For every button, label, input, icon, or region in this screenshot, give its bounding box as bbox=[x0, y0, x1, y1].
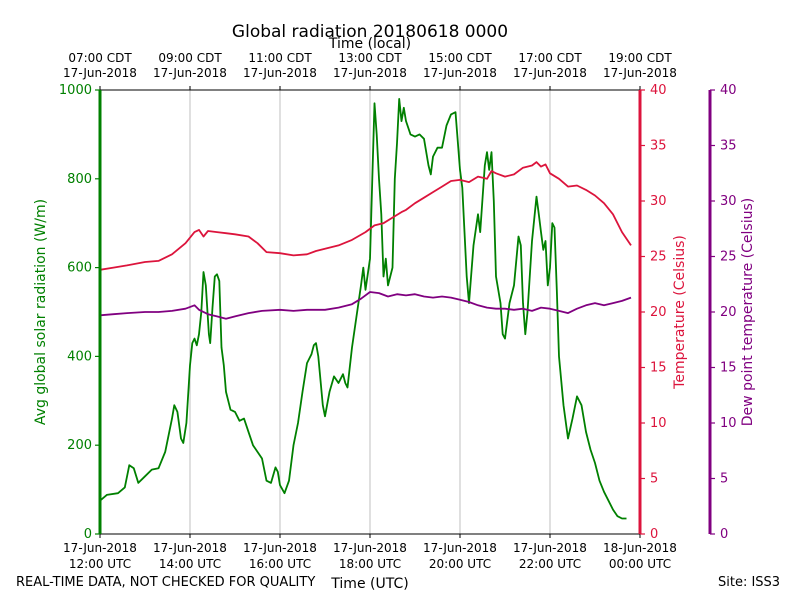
right-tick-label: 40 bbox=[650, 83, 667, 98]
bottom-tick-time: 12:00 UTC bbox=[69, 557, 131, 571]
top-axis-label: Time (local) bbox=[328, 36, 411, 52]
dewpoint-tick-label: 35 bbox=[720, 139, 737, 154]
top-tick-date: 17-Jun-2018 bbox=[243, 66, 317, 80]
right-tick-label: 25 bbox=[650, 250, 667, 265]
series-line-left bbox=[99, 98, 627, 520]
bottom-tick-date: 17-Jun-2018 bbox=[513, 541, 587, 555]
disclaimer-text: REAL-TIME DATA, NOT CHECKED FOR QUALITY bbox=[16, 575, 316, 590]
bottom-tick-time: 00:00 UTC bbox=[609, 557, 671, 571]
right-tick-label: 20 bbox=[650, 305, 667, 320]
top-tick-time: 11:00 CDT bbox=[248, 51, 312, 65]
top-tick-date: 17-Jun-2018 bbox=[603, 66, 677, 80]
dewpoint-axis-label: Dew point temperature (Celsius) bbox=[740, 198, 756, 426]
right-axis-label: Temperature (Celsius) bbox=[672, 235, 688, 390]
right-tick-label: 0 bbox=[650, 527, 658, 542]
left-tick-label: 600 bbox=[67, 261, 92, 276]
dewpoint-tick-label: 30 bbox=[720, 194, 737, 209]
top-tick-date: 17-Jun-2018 bbox=[513, 66, 587, 80]
site-label: Site: ISS3 bbox=[718, 575, 781, 590]
bottom-tick-date: 17-Jun-2018 bbox=[63, 541, 137, 555]
top-tick-time: 09:00 CDT bbox=[158, 51, 222, 65]
bottom-tick-time: 20:00 UTC bbox=[429, 557, 491, 571]
right-tick-label: 5 bbox=[650, 472, 658, 487]
bottom-tick-time: 18:00 UTC bbox=[339, 557, 401, 571]
bottom-tick-time: 14:00 UTC bbox=[159, 557, 221, 571]
dewpoint-tick-label: 40 bbox=[720, 83, 737, 98]
top-tick-time: 07:00 CDT bbox=[68, 51, 132, 65]
top-tick-time: 19:00 CDT bbox=[608, 51, 672, 65]
dewpoint-tick-label: 0 bbox=[720, 527, 728, 542]
top-tick-time: 17:00 CDT bbox=[518, 51, 582, 65]
right-tick-label: 30 bbox=[650, 194, 667, 209]
chart-title: Global radiation 20180618 0000 bbox=[232, 22, 508, 42]
left-tick-label: 800 bbox=[67, 172, 92, 187]
series-line-right bbox=[99, 161, 632, 271]
dewpoint-tick-label: 10 bbox=[720, 416, 737, 431]
left-tick-label: 200 bbox=[67, 438, 92, 453]
bottom-tick-time: 16:00 UTC bbox=[249, 557, 311, 571]
top-tick-date: 17-Jun-2018 bbox=[153, 66, 227, 80]
series-line-right2 bbox=[99, 291, 632, 320]
vertical-gridlines bbox=[189, 90, 551, 534]
right-tick-label: 10 bbox=[650, 416, 667, 431]
left-axis-label: Avg global solar radiation (W/m) bbox=[33, 199, 49, 425]
bottom-tick-date: 17-Jun-2018 bbox=[153, 541, 227, 555]
dewpoint-tick-label: 5 bbox=[720, 472, 728, 487]
bottom-tick-date: 17-Jun-2018 bbox=[423, 541, 497, 555]
left-tick-label: 1000 bbox=[59, 83, 92, 98]
bottom-tick-time: 22:00 UTC bbox=[519, 557, 581, 571]
dewpoint-tick-label: 20 bbox=[720, 305, 737, 320]
left-tick-label: 0 bbox=[84, 527, 92, 542]
dewpoint-tick-label: 25 bbox=[720, 250, 737, 265]
bottom-tick-date: 17-Jun-2018 bbox=[243, 541, 317, 555]
bottom-tick-date: 17-Jun-2018 bbox=[333, 541, 407, 555]
top-tick-date: 17-Jun-2018 bbox=[333, 66, 407, 80]
top-tick-time: 15:00 CDT bbox=[428, 51, 492, 65]
right-tick-label: 15 bbox=[650, 361, 667, 376]
left-tick-label: 400 bbox=[67, 349, 92, 364]
dewpoint-tick-label: 15 bbox=[720, 361, 737, 376]
bottom-tick-date: 18-Jun-2018 bbox=[603, 541, 677, 555]
top-tick-time: 13:00 CDT bbox=[338, 51, 402, 65]
series-layer bbox=[99, 98, 632, 520]
bottom-axis-label: Time (UTC) bbox=[330, 576, 408, 592]
top-tick-date: 17-Jun-2018 bbox=[63, 66, 137, 80]
top-tick-date: 17-Jun-2018 bbox=[423, 66, 497, 80]
axis-layer: 17-Jun-2018 12:00 UTC 17-Jun-2018 14:00 UTC… bbox=[33, 51, 756, 571]
right-tick-label: 35 bbox=[650, 139, 667, 154]
